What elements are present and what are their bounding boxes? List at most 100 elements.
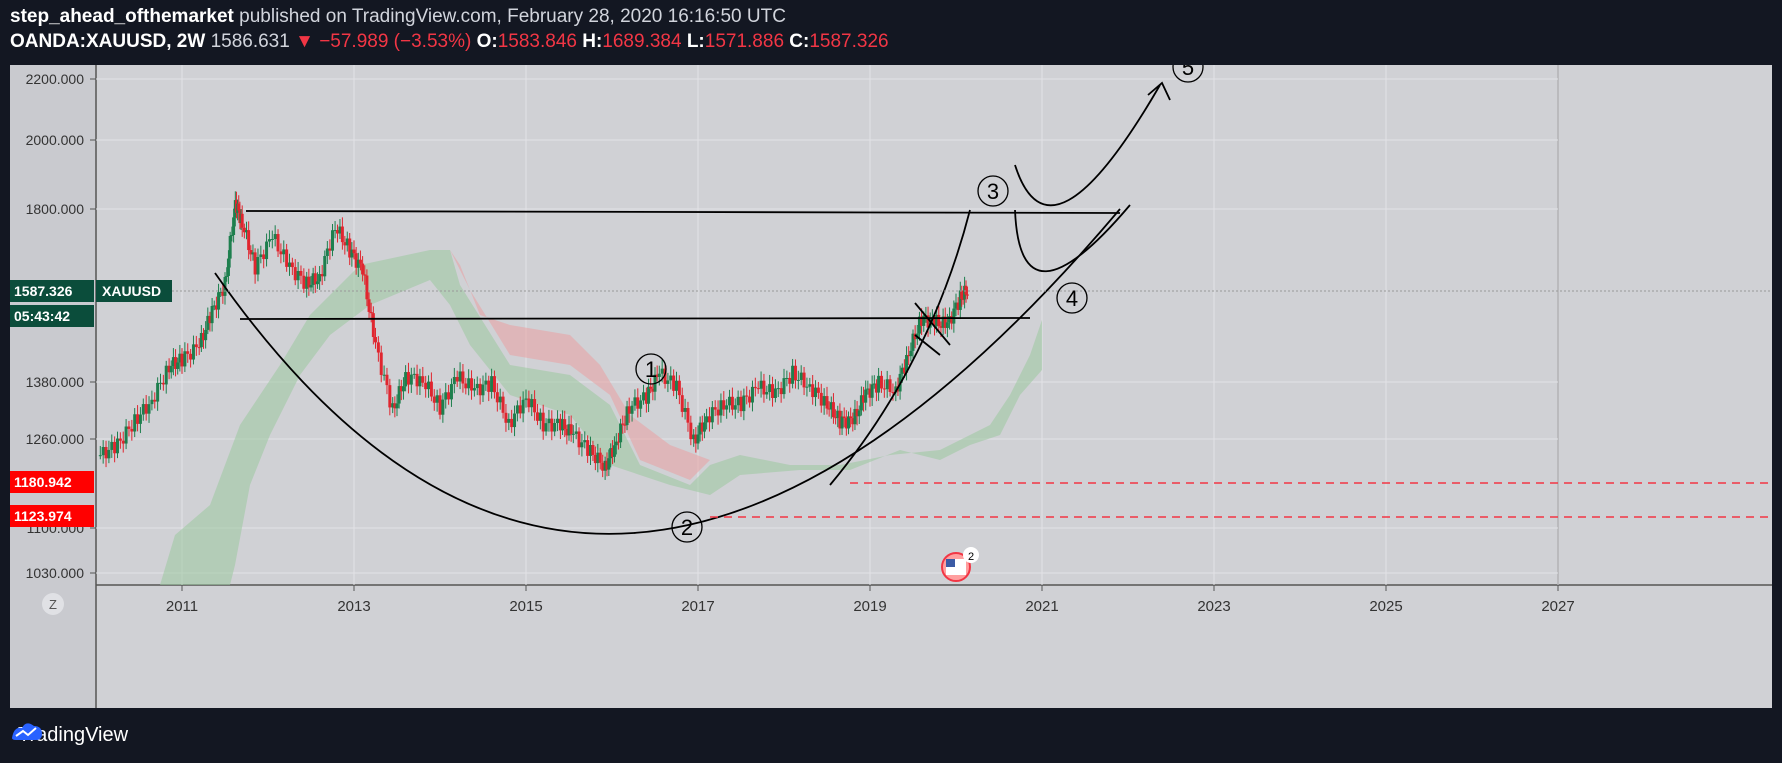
candle-body (829, 402, 833, 410)
candle-body (538, 412, 542, 421)
candle-body (822, 396, 826, 406)
candle-body (722, 400, 726, 410)
candle-body (621, 423, 625, 425)
price-change: −57.989 (−3.53%) (319, 31, 472, 52)
candle-body (501, 396, 505, 413)
chart-svg[interactable]: 2200.000 2000.000 1800.000 1380.000 1260.000… (10, 65, 1772, 708)
candle-body (819, 392, 823, 406)
candle-body (427, 381, 431, 390)
candle-body (130, 428, 134, 432)
candle-body (739, 396, 743, 412)
candle-body (750, 386, 754, 403)
candle-body (630, 405, 634, 414)
candle-body (907, 354, 911, 357)
candle-body (279, 251, 283, 255)
brand-name[interactable]: TradingView (18, 723, 129, 746)
candle-body (692, 434, 696, 440)
candle-body (178, 353, 182, 363)
candle-body (733, 405, 737, 410)
candle-body (877, 375, 881, 393)
candle-body (593, 454, 597, 464)
candle-body (945, 322, 949, 328)
candle-body (167, 365, 171, 373)
candle-body (666, 380, 670, 384)
candle-body (917, 316, 921, 334)
candle-body (937, 314, 941, 327)
last-price: 1586.631 (210, 31, 290, 52)
candle-body (882, 388, 886, 390)
x-tick-label: 2025 (1369, 598, 1402, 615)
us-flag-icon[interactable]: 2 (941, 547, 979, 582)
candle-body (533, 399, 537, 413)
candle-body (161, 382, 165, 385)
x-tick-label: 2021 (1025, 598, 1058, 615)
candle-body (831, 402, 835, 418)
candle-body (838, 410, 842, 429)
candle-body (773, 388, 777, 398)
candle-body (888, 379, 892, 392)
wave-label: 1 (645, 357, 657, 382)
candle-body (840, 416, 844, 429)
candle-body (328, 248, 332, 251)
candle-body (226, 258, 230, 276)
candle-body (478, 383, 482, 396)
candle-body (586, 440, 590, 456)
candle-body (612, 445, 616, 457)
wave-label: 3 (987, 179, 999, 204)
candle-body (756, 388, 760, 390)
candle-body (237, 203, 241, 211)
candle-body (791, 365, 795, 384)
candle-body (808, 384, 812, 387)
candle-body (716, 409, 720, 416)
candle-body (183, 351, 187, 367)
candle-body (705, 416, 709, 423)
candle-body (242, 227, 246, 233)
candle-body (206, 315, 210, 330)
candle-body (311, 273, 315, 285)
candle-body (913, 333, 917, 340)
candle-body (870, 384, 874, 398)
candle-body (219, 291, 223, 293)
candle-body (369, 311, 373, 314)
candle-body (256, 257, 260, 275)
candle-body (603, 460, 607, 471)
candle-body (197, 347, 201, 349)
candle-body (288, 262, 291, 267)
candle-body (435, 395, 439, 403)
tradingview-logo-icon (12, 723, 42, 740)
candle-body (230, 235, 234, 237)
wave-path-2 (1014, 204, 1131, 273)
candle-body (338, 226, 342, 234)
candle-body (849, 416, 853, 419)
candle-body (299, 270, 303, 276)
chart-frame[interactable]: 2200.000 2000.000 1800.000 1380.000 1260.000… (10, 65, 1772, 708)
candle-body (702, 422, 706, 432)
candle-body (385, 374, 389, 386)
candle-body (107, 449, 111, 459)
wave-3-line (829, 209, 971, 486)
candle-body (802, 372, 806, 388)
y-tick-label: 1380.000 (26, 374, 85, 390)
candle-body (393, 403, 397, 409)
candle-body (636, 397, 640, 409)
candle-body (719, 400, 723, 416)
candle-body (922, 315, 926, 326)
candle-body (262, 254, 266, 260)
wave-circle (1056, 282, 1088, 314)
candle-body (541, 412, 545, 432)
candle-body (811, 384, 815, 398)
candle-body (683, 408, 687, 412)
z-button[interactable]: Z (42, 593, 64, 615)
candle-body (591, 445, 595, 455)
wave-circle (635, 353, 667, 385)
candle-body (607, 458, 611, 470)
candle-body (388, 385, 392, 408)
arrow-head (1147, 81, 1171, 101)
candle-body (707, 416, 711, 423)
low-value: 1571.886 (704, 31, 785, 52)
candle-body (401, 386, 405, 392)
author-name[interactable]: step_ahead_ofthemarket (10, 6, 234, 27)
candle-body (356, 259, 360, 268)
candle-body (282, 249, 286, 255)
candle-body (550, 418, 554, 432)
